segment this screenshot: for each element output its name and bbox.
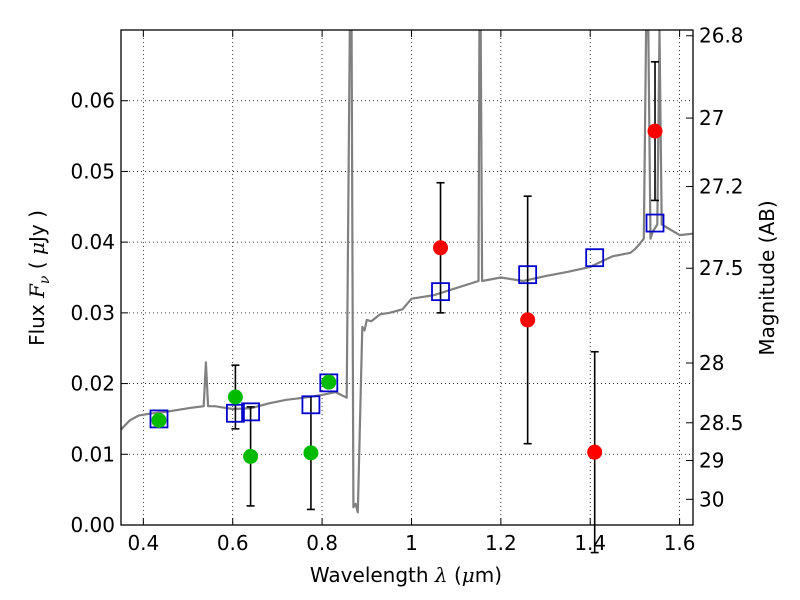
y2-tick-label: 29	[699, 449, 724, 473]
model-squares	[149, 213, 665, 429]
x-tick-label: 1	[405, 531, 418, 555]
sed-model-line	[121, 30, 693, 514]
plot-frame	[120, 29, 694, 526]
y-tick-label: 0.02	[70, 372, 115, 396]
observed-point	[520, 312, 536, 328]
x-axis-label: Wavelength λ (μm)	[310, 563, 502, 587]
model-square-marker	[225, 403, 245, 423]
model-square-marker	[319, 373, 339, 393]
y2-axis-label: Magnitude (AB)	[755, 200, 779, 355]
axis-ticks: 0.4 0.6 0.8 1 1.2 1.4 1.6 0.00 0.01 0.02 0.03 0.04 0…	[70, 24, 743, 555]
y2-tick-label: 27.2	[699, 175, 744, 199]
x-tick-label: 1.6	[664, 531, 696, 555]
model-square-marker	[518, 265, 538, 285]
x-tick-label: 1.2	[485, 531, 517, 555]
observed-points	[151, 123, 663, 464]
y2-tick-label: 26.8	[699, 24, 744, 48]
observed-point	[303, 445, 319, 461]
y2-tick-label: 28	[699, 351, 724, 375]
observed-point	[433, 240, 449, 256]
sed-model-line-layer	[121, 30, 693, 514]
observed-point	[151, 412, 167, 428]
y-tick-label: 0.06	[70, 89, 115, 113]
y-tick-label: 0.05	[70, 159, 115, 183]
observed-point	[227, 389, 243, 405]
y2-tick-label: 27.5	[699, 256, 744, 280]
observed-point	[587, 444, 603, 460]
y-tick-label: 0.01	[70, 442, 115, 466]
y-tick-label: 0.00	[70, 513, 115, 537]
x-tick-label: 0.6	[217, 531, 249, 555]
model-square-marker	[431, 282, 450, 302]
y-tick-label: 0.03	[70, 301, 115, 325]
model-square-marker	[241, 402, 260, 422]
y2-tick-label: 30	[699, 487, 724, 511]
x-tick-label: 1.4	[574, 531, 606, 555]
x-tick-label: 0.8	[306, 531, 338, 555]
plot-background	[121, 30, 693, 525]
observed-point	[243, 448, 259, 464]
model-square-marker	[301, 395, 321, 415]
x-tick-label: 0.4	[127, 531, 159, 555]
y-axis-label: Flux Fν ( μJy )	[25, 210, 53, 346]
y2-tick-label: 27	[699, 106, 724, 130]
model-square-marker	[585, 248, 605, 268]
observed-point	[321, 374, 337, 390]
model-square-marker	[645, 213, 665, 233]
y2-tick-label: 28.5	[699, 411, 744, 435]
observed-point	[647, 123, 663, 139]
y-tick-label: 0.04	[70, 230, 115, 254]
